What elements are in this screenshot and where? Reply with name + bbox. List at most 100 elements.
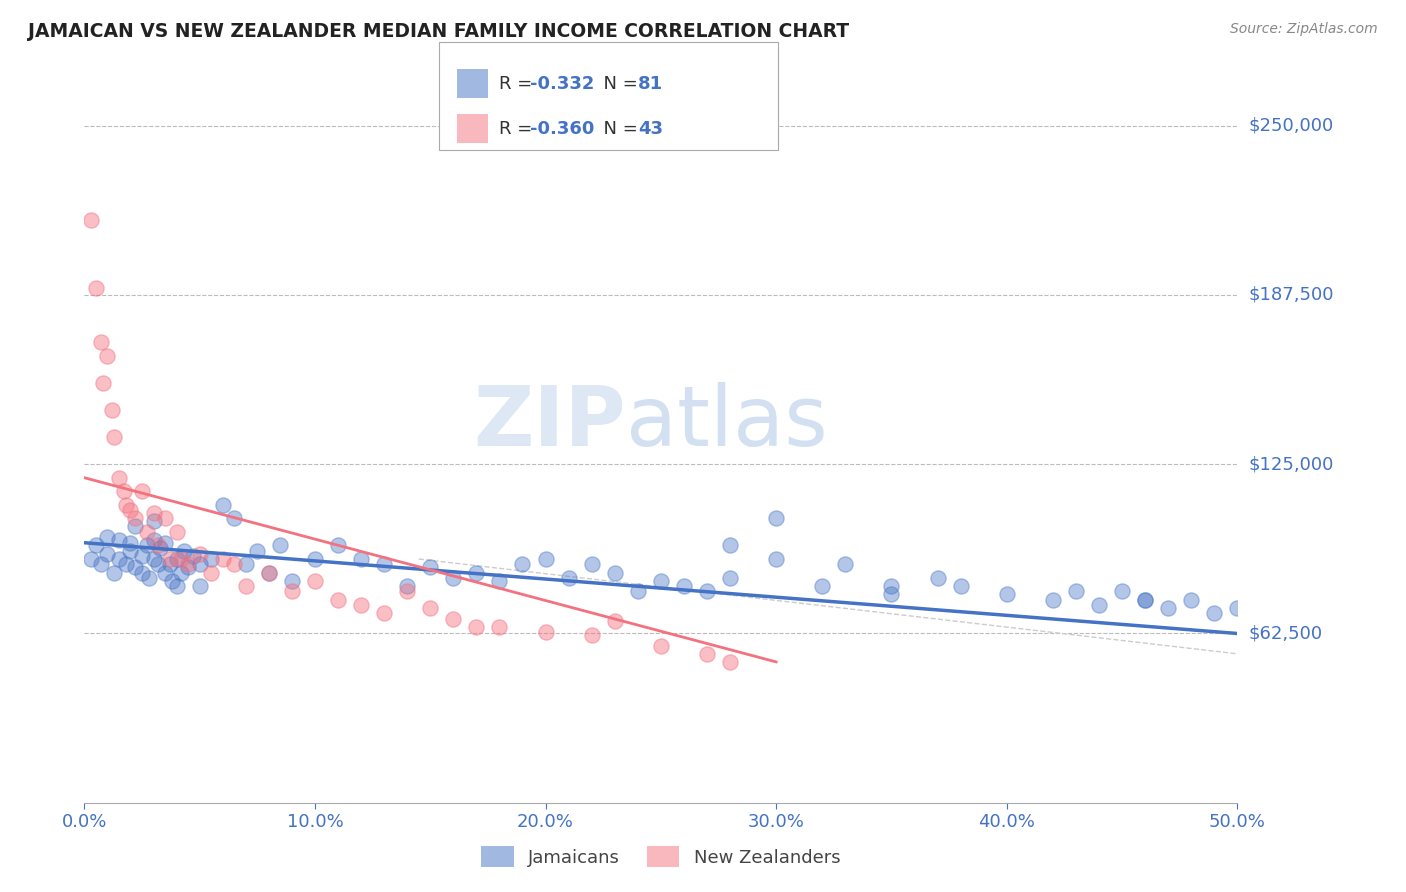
Point bbox=[465, 620, 488, 634]
Point bbox=[112, 484, 135, 499]
Point bbox=[103, 566, 125, 580]
Point bbox=[373, 606, 395, 620]
Point bbox=[120, 503, 142, 517]
Point bbox=[159, 552, 181, 566]
Point bbox=[188, 558, 211, 572]
Point bbox=[115, 558, 138, 572]
Legend: Jamaicans, New Zealanders: Jamaicans, New Zealanders bbox=[474, 839, 848, 874]
Point bbox=[326, 538, 349, 552]
Point bbox=[396, 579, 419, 593]
Point bbox=[1226, 600, 1249, 615]
Point bbox=[718, 571, 741, 585]
Point bbox=[396, 584, 419, 599]
Point bbox=[326, 592, 349, 607]
Text: -0.360: -0.360 bbox=[530, 120, 595, 137]
Text: ZIP: ZIP bbox=[474, 382, 626, 463]
Point bbox=[124, 560, 146, 574]
Point bbox=[650, 574, 672, 588]
Point bbox=[224, 558, 246, 572]
Point bbox=[512, 558, 534, 572]
Point bbox=[131, 566, 153, 580]
Point bbox=[120, 544, 142, 558]
Point bbox=[153, 566, 176, 580]
Point bbox=[96, 530, 118, 544]
Point bbox=[581, 558, 603, 572]
Point bbox=[153, 535, 176, 549]
Point bbox=[96, 349, 118, 363]
Point bbox=[281, 574, 304, 588]
Point bbox=[1064, 584, 1087, 599]
Point bbox=[441, 571, 464, 585]
Text: N =: N = bbox=[592, 75, 644, 93]
Point bbox=[84, 538, 107, 552]
Point bbox=[89, 335, 111, 350]
Point bbox=[718, 655, 741, 669]
Text: $62,500: $62,500 bbox=[1249, 624, 1323, 642]
Point bbox=[696, 584, 718, 599]
Text: N =: N = bbox=[592, 120, 644, 137]
Point bbox=[103, 430, 125, 444]
Text: 43: 43 bbox=[638, 120, 664, 137]
Point bbox=[718, 538, 741, 552]
Point bbox=[1180, 592, 1202, 607]
Point bbox=[224, 511, 246, 525]
Point bbox=[581, 628, 603, 642]
Point bbox=[135, 538, 157, 552]
Point bbox=[170, 566, 193, 580]
Point bbox=[142, 552, 165, 566]
Point bbox=[534, 625, 557, 640]
Point bbox=[672, 579, 695, 593]
Point bbox=[765, 511, 787, 525]
Point bbox=[108, 533, 131, 547]
Point bbox=[166, 524, 188, 539]
Point bbox=[200, 552, 222, 566]
Point bbox=[1157, 600, 1180, 615]
Point bbox=[89, 558, 111, 572]
Point bbox=[281, 584, 304, 599]
Point bbox=[603, 615, 626, 629]
Point bbox=[142, 506, 165, 520]
Text: $187,500: $187,500 bbox=[1249, 285, 1334, 304]
Point bbox=[153, 511, 176, 525]
Point bbox=[80, 213, 103, 227]
Point bbox=[188, 547, 211, 561]
Point bbox=[811, 579, 834, 593]
Point bbox=[166, 579, 188, 593]
Point bbox=[1204, 606, 1226, 620]
Point bbox=[1111, 584, 1133, 599]
Text: JAMAICAN VS NEW ZEALANDER MEDIAN FAMILY INCOME CORRELATION CHART: JAMAICAN VS NEW ZEALANDER MEDIAN FAMILY … bbox=[28, 22, 849, 41]
Point bbox=[603, 566, 626, 580]
Point bbox=[166, 552, 188, 566]
Point bbox=[927, 571, 949, 585]
Point bbox=[149, 541, 172, 556]
Point bbox=[350, 598, 373, 612]
Point bbox=[181, 549, 204, 564]
Point bbox=[488, 620, 510, 634]
Point bbox=[246, 544, 269, 558]
Point bbox=[419, 560, 441, 574]
Text: $125,000: $125,000 bbox=[1249, 455, 1334, 473]
Point bbox=[173, 544, 195, 558]
Point bbox=[557, 571, 579, 585]
Point bbox=[1088, 598, 1111, 612]
Point bbox=[269, 538, 291, 552]
Point bbox=[120, 535, 142, 549]
Point bbox=[146, 538, 169, 552]
Point bbox=[124, 519, 146, 533]
Point bbox=[131, 549, 153, 564]
Point bbox=[115, 498, 138, 512]
Point bbox=[834, 558, 856, 572]
Point bbox=[91, 376, 114, 390]
Point bbox=[177, 560, 200, 574]
Point bbox=[257, 566, 280, 580]
Point bbox=[142, 514, 165, 528]
Point bbox=[211, 498, 233, 512]
Point bbox=[534, 552, 557, 566]
Point bbox=[1133, 592, 1156, 607]
Point bbox=[765, 552, 787, 566]
Point bbox=[373, 558, 395, 572]
Text: $250,000: $250,000 bbox=[1249, 117, 1334, 135]
Point bbox=[235, 558, 257, 572]
Point bbox=[131, 484, 153, 499]
Text: -0.332: -0.332 bbox=[530, 75, 595, 93]
